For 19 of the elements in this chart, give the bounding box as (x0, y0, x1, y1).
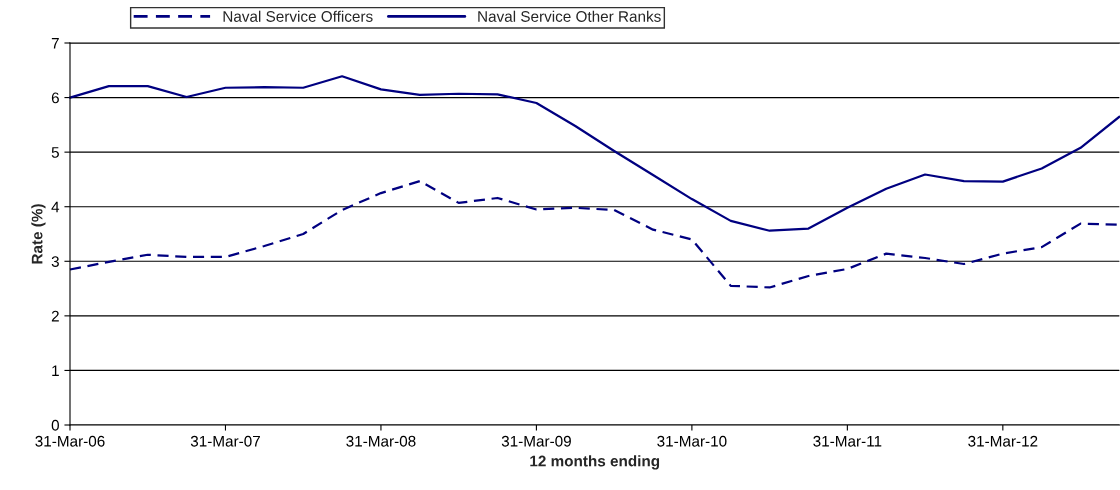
y-tick-label: 6 (51, 92, 59, 104)
y-tick-label: 7 (51, 38, 59, 49)
x-tick-label: 31-Mar-06 (35, 435, 105, 447)
y-tick-label: 2 (51, 310, 59, 322)
y-axis-title: Rate (%) (31, 204, 46, 264)
x-tick-label: 31-Mar-10 (657, 435, 727, 447)
x-axis-title: 12 months ending (530, 455, 660, 470)
x-tick-label: 31-Mar-12 (968, 435, 1038, 447)
y-tick-label: 1 (52, 365, 59, 376)
legend-label: Naval Service Officers (223, 10, 373, 22)
x-tick-label: 31-Mar-07 (190, 435, 260, 447)
y-tick-label: 3 (51, 256, 59, 267)
x-tick-label: 31-Mar-09 (501, 435, 571, 447)
x-tick-label: 31-Mar-11 (813, 435, 882, 447)
y-tick-label: 4 (51, 201, 60, 213)
legend-label: Naval Service Other Ranks (478, 10, 661, 22)
y-tick-label: 5 (51, 147, 59, 158)
y-tick-label: 0 (51, 419, 59, 431)
x-tick-label: 31-Mar-08 (346, 435, 416, 447)
